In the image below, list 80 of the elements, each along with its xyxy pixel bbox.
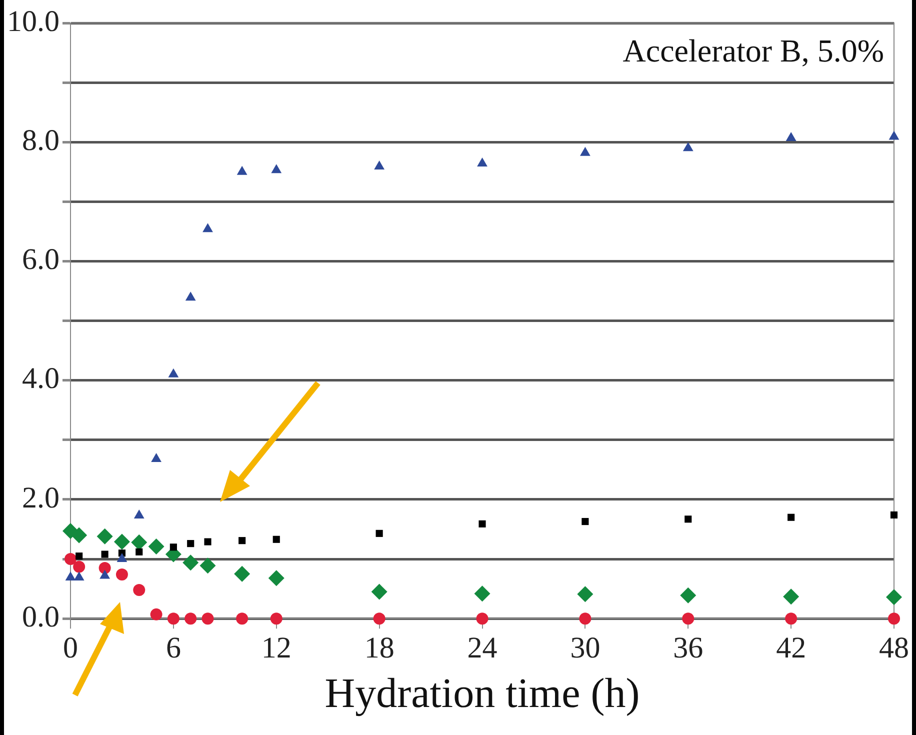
point (98, 562, 111, 574)
point (374, 160, 385, 170)
point (477, 158, 488, 167)
y-tick-label: 8.0 (22, 124, 60, 157)
point (184, 612, 197, 625)
point (200, 558, 216, 574)
point (65, 572, 76, 581)
point (476, 612, 488, 625)
point (478, 520, 486, 528)
point (373, 612, 386, 625)
point (785, 612, 798, 625)
x-tick-label: 18 (364, 631, 394, 664)
x-tick-label: 0 (63, 631, 78, 664)
point (577, 586, 594, 602)
y-tick-label: 4.0 (22, 362, 60, 396)
point (579, 612, 592, 625)
y-tick-label: 10.0 (7, 4, 60, 38)
point (150, 608, 162, 620)
x-tick-label: 30 (570, 631, 600, 664)
point (238, 537, 246, 544)
point (580, 146, 590, 156)
point (136, 548, 143, 556)
point (236, 166, 248, 175)
point (182, 554, 199, 571)
point (888, 612, 900, 625)
point (786, 132, 796, 141)
point (684, 516, 692, 523)
point (100, 570, 110, 579)
point (236, 612, 248, 625)
point (168, 368, 179, 378)
point (234, 566, 250, 582)
point (474, 586, 490, 602)
point (131, 534, 148, 550)
x-tick-label: 48 (879, 631, 909, 664)
point (268, 570, 284, 586)
point (116, 568, 128, 581)
point (272, 536, 280, 543)
point (376, 530, 383, 537)
point (888, 130, 900, 140)
point (64, 553, 76, 566)
point (271, 164, 282, 174)
point (167, 612, 180, 625)
point (783, 588, 800, 605)
point (680, 587, 696, 604)
point (151, 452, 162, 462)
point (73, 560, 86, 573)
x-tick-label: 12 (261, 631, 292, 664)
point (71, 527, 88, 544)
point (682, 612, 694, 625)
point (371, 584, 388, 600)
point (788, 514, 795, 521)
point (76, 552, 83, 560)
point (148, 538, 164, 555)
y-tick-label: 2.0 (22, 481, 60, 514)
x-tick-label: 36 (673, 631, 704, 664)
point (187, 540, 194, 548)
point (170, 544, 177, 551)
point (101, 550, 108, 558)
point (134, 510, 144, 519)
y-tick-label: 6.0 (22, 243, 60, 276)
point (96, 528, 113, 544)
point (682, 142, 694, 152)
x-axis-title: Hydration time (h) (324, 670, 640, 717)
point (74, 572, 84, 581)
point (270, 612, 282, 625)
x-tick-label: 24 (467, 631, 498, 664)
point (116, 553, 128, 562)
point (114, 534, 130, 550)
x-tick-label: 6 (166, 631, 181, 664)
point (890, 511, 898, 518)
x-tick-label: 42 (776, 631, 806, 664)
y-tick-label: 0.0 (22, 600, 60, 634)
point (886, 589, 902, 606)
chart-title: Accelerator B, 5.0% (622, 32, 884, 68)
point (202, 612, 214, 625)
point (133, 584, 146, 596)
point (185, 292, 196, 301)
point (204, 538, 212, 546)
point (582, 518, 589, 526)
point (202, 223, 213, 232)
